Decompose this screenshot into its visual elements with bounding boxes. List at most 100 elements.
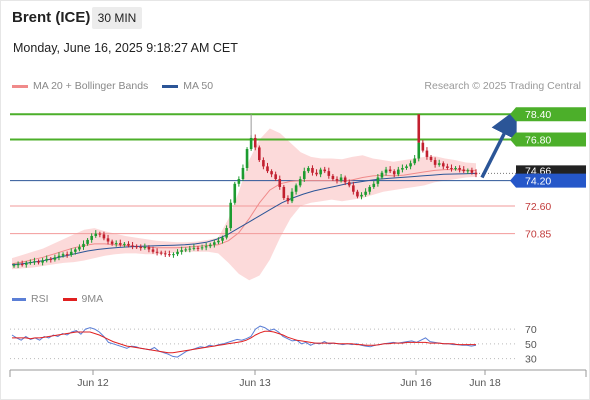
candle-body — [270, 171, 273, 175]
candle-body — [429, 156, 433, 161]
support-label-72-60: 72.60 — [525, 201, 551, 213]
candle — [192, 244, 196, 251]
candle — [241, 164, 245, 181]
candle — [364, 188, 367, 197]
time-axis-label: Jun 13 — [239, 377, 271, 389]
candle-body — [474, 172, 478, 175]
candle-body — [172, 254, 175, 256]
candle-body — [454, 167, 457, 169]
candle — [446, 163, 449, 170]
candle-body — [323, 169, 327, 172]
rsi-panel: 70 50 30 — [10, 324, 537, 366]
candle-body — [372, 183, 376, 187]
candle — [33, 257, 36, 265]
projection-arrow — [480, 108, 517, 179]
candle-body — [217, 240, 220, 243]
candle — [213, 239, 216, 248]
candle-body — [446, 166, 449, 168]
candle — [102, 231, 106, 241]
candle-body — [168, 254, 171, 256]
candles-layer — [12, 114, 478, 269]
bollinger-band-layer — [12, 128, 476, 281]
candle — [57, 252, 61, 261]
timeframe-badge[interactable]: 30 MIN — [92, 7, 142, 29]
legend-label-rsi: RSI — [31, 293, 49, 305]
candle — [302, 167, 306, 182]
candle — [266, 162, 269, 174]
candle-body — [315, 172, 318, 175]
candle-body — [110, 241, 114, 244]
candle-body — [413, 158, 416, 164]
candle — [163, 250, 167, 258]
rsi-tick-30: 30 — [525, 354, 537, 366]
rsi-9ma-line — [12, 330, 476, 354]
candle — [29, 259, 32, 265]
candle — [335, 176, 339, 184]
pivot-label-box-74-20 — [510, 173, 586, 188]
candle-body — [425, 150, 429, 157]
candle-body — [90, 235, 93, 240]
candle — [127, 241, 130, 248]
candle — [147, 245, 151, 253]
rsi-legend: RSI 9MA — [12, 293, 117, 305]
candle-body — [143, 247, 147, 249]
candle-body — [286, 198, 290, 202]
candle — [401, 164, 404, 173]
candle — [253, 134, 257, 151]
candle — [78, 244, 81, 252]
candle — [290, 188, 294, 204]
candle-body — [78, 247, 81, 250]
candle — [200, 244, 204, 251]
candle — [323, 166, 327, 174]
candle-body — [53, 257, 57, 260]
candle-body — [376, 177, 380, 184]
candle — [114, 240, 118, 247]
candle — [131, 241, 134, 250]
legend-label-ma20: MA 20 + Bollinger Bands — [33, 80, 149, 92]
candle — [221, 235, 224, 244]
candle-body — [384, 169, 388, 173]
pivot-label-74-20: 74.20 — [525, 176, 551, 188]
candle — [441, 161, 445, 170]
candle-body — [397, 169, 400, 175]
time-axis-label: Jun 12 — [77, 377, 109, 389]
candle-body — [417, 142, 421, 159]
candle-body — [290, 191, 294, 202]
candle — [262, 157, 265, 170]
resistance-label-78-40: 78.40 — [525, 109, 551, 121]
candle — [258, 145, 261, 162]
candle — [454, 166, 457, 171]
candle-body — [225, 228, 228, 238]
candle — [172, 252, 175, 258]
candle-body — [159, 252, 163, 254]
candle — [458, 165, 461, 173]
candle-body — [188, 248, 192, 250]
candle-body — [49, 258, 53, 260]
candle — [155, 248, 159, 256]
candle — [405, 164, 408, 170]
candle-body — [131, 245, 134, 247]
support-label-70-85: 70.85 — [525, 229, 551, 241]
ma20-swatch — [12, 84, 28, 88]
candle — [384, 166, 388, 176]
candle — [106, 234, 110, 245]
candle-body — [302, 171, 306, 180]
candle — [286, 195, 290, 205]
resistance-label-box-78-40 — [510, 107, 586, 122]
candle — [319, 167, 322, 178]
instrument-title: Brent (ICE) — [12, 9, 91, 26]
candle — [135, 244, 138, 249]
candle-body — [319, 169, 322, 175]
candle — [184, 247, 188, 253]
time-axis-label: Jun 16 — [400, 377, 432, 389]
candle-body — [135, 246, 138, 248]
candle-body — [98, 233, 102, 235]
candle-body — [458, 167, 461, 170]
ma50-swatch — [162, 84, 179, 88]
candle — [356, 189, 359, 199]
candle-body — [127, 243, 130, 246]
candle — [282, 185, 286, 200]
candle — [270, 169, 273, 178]
